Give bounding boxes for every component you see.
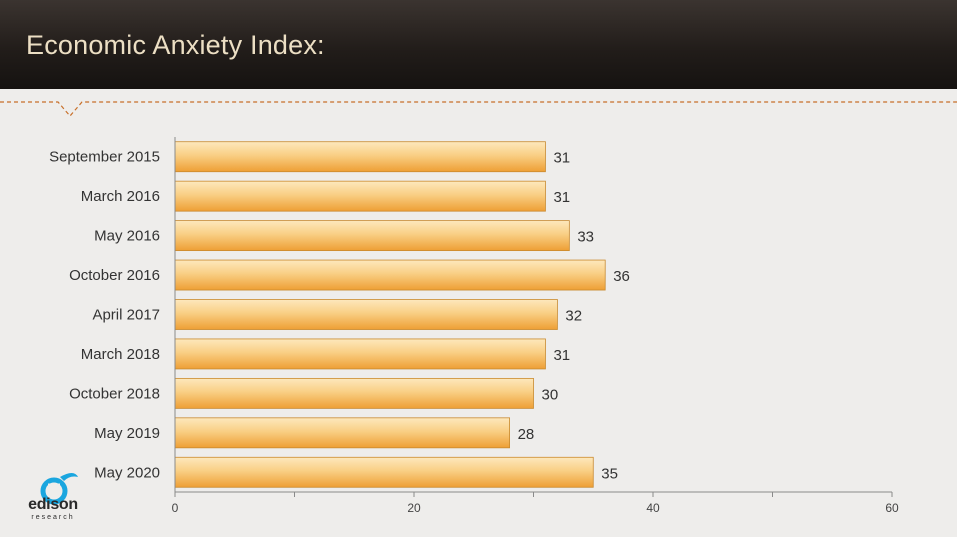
- logo-wordmark: edison: [28, 496, 78, 513]
- data-label: 31: [553, 150, 570, 167]
- category-label: May 2020: [94, 464, 160, 481]
- bar: [174, 417, 511, 449]
- x-tick-label: 40: [646, 501, 660, 515]
- data-label: 31: [553, 189, 570, 206]
- category-label: May 2019: [94, 425, 160, 442]
- category-label: March 2016: [81, 188, 160, 205]
- x-tick-label: 20: [407, 501, 421, 515]
- category-label: March 2018: [81, 346, 160, 363]
- bar: [174, 259, 606, 291]
- bar: [174, 299, 558, 330]
- bar: [174, 180, 546, 212]
- dashed-divider: [0, 101, 957, 117]
- category-label: May 2016: [94, 228, 160, 245]
- data-label: 33: [577, 229, 594, 246]
- logo-subtext: research: [31, 514, 75, 521]
- data-label: 28: [518, 426, 535, 443]
- bar: [174, 338, 546, 370]
- page-title: Economic Anxiety Index:: [26, 30, 325, 60]
- data-label: 36: [613, 268, 630, 285]
- category-label: April 2017: [92, 307, 160, 324]
- category-label: September 2015: [49, 149, 160, 166]
- edison-logo-icon: [40, 473, 78, 505]
- bar: [174, 141, 546, 173]
- x-tick-label: 0: [172, 501, 179, 515]
- data-label: 30: [542, 386, 559, 403]
- bar: [174, 220, 570, 252]
- data-label: 31: [553, 347, 570, 364]
- category-label: October 2018: [69, 385, 160, 402]
- x-tick-label: 60: [885, 501, 899, 515]
- data-label: 35: [601, 465, 618, 482]
- header-banner: Economic Anxiety Index:: [0, 0, 957, 89]
- category-label: October 2016: [69, 267, 160, 284]
- data-label: 32: [565, 308, 582, 325]
- bar: [174, 456, 594, 488]
- bar: [174, 377, 534, 409]
